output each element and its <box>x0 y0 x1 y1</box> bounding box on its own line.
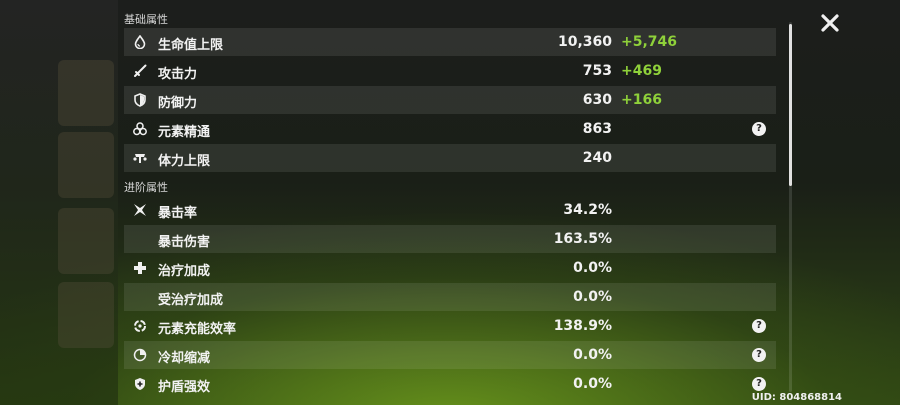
help-icon[interactable]: ? <box>752 377 766 391</box>
stat-value: 0.0% <box>573 260 612 276</box>
stat-value: 630 <box>582 92 612 108</box>
close-button[interactable] <box>815 8 845 38</box>
stat-value: 240 <box>582 150 612 166</box>
close-icon <box>821 14 839 32</box>
help-icon[interactable]: ? <box>752 319 766 333</box>
stat-label: 防御力 <box>158 96 198 111</box>
stat-row-healing: 治疗加成 0.0% <box>124 254 776 282</box>
stat-label: 元素充能效率 <box>158 322 237 337</box>
character-portrait[interactable] <box>58 60 114 126</box>
stat-row-energy-recharge: 元素充能效率 138.9% ? <box>124 312 776 340</box>
hp-drop-icon <box>132 34 148 50</box>
scrollbar-track[interactable] <box>789 22 792 392</box>
stat-label: 生命值上限 <box>158 38 224 53</box>
stat-label: 冷却缩减 <box>158 351 211 366</box>
stat-row-stamina: 体力上限 240 <box>124 144 776 172</box>
stat-label: 元素精通 <box>158 125 211 140</box>
stat-label: 暴击伤害 <box>158 235 211 250</box>
energy-recharge-icon <box>132 318 148 334</box>
stat-label: 攻击力 <box>158 67 198 82</box>
stat-value: 34.2% <box>563 202 612 218</box>
section-header-advanced: 进阶属性 <box>124 181 168 194</box>
stat-label: 体力上限 <box>158 154 211 169</box>
stamina-icon <box>132 150 148 166</box>
stat-bonus: +469 <box>621 63 662 79</box>
stat-label: 受治疗加成 <box>158 293 224 308</box>
stat-row-hp: 生命值上限 10,360 +5,746 <box>124 28 776 56</box>
section-header-basic: 基础属性 <box>124 13 168 26</box>
stat-value: 863 <box>582 121 612 137</box>
cooldown-icon <box>132 347 148 363</box>
scrollbar-thumb[interactable] <box>789 24 792 186</box>
stat-bonus: +166 <box>621 92 662 108</box>
character-portrait[interactable] <box>58 208 114 274</box>
character-list <box>0 0 118 405</box>
stat-row-def: 防御力 630 +166 <box>124 86 776 114</box>
stat-row-cd-reduction: 冷却缩减 0.0% ? <box>124 341 776 369</box>
stat-label: 暴击率 <box>158 206 198 221</box>
stat-label: 治疗加成 <box>158 264 211 279</box>
shield-strength-icon <box>132 376 148 392</box>
uid-label: UID: 804868814 <box>751 392 842 403</box>
stat-value: 0.0% <box>573 376 612 392</box>
help-icon[interactable]: ? <box>752 122 766 136</box>
stat-value: 163.5% <box>553 231 612 247</box>
stat-row-shield-strength: 护盾强效 0.0% ? <box>124 370 776 398</box>
stat-row-crit-dmg: 暴击伤害 163.5% <box>124 225 776 253</box>
character-portrait[interactable] <box>58 132 114 198</box>
stat-bonus: +5,746 <box>621 34 678 50</box>
healing-cross-icon <box>132 260 148 276</box>
character-portrait[interactable] <box>58 282 114 348</box>
stat-label: 护盾强效 <box>158 380 211 395</box>
stat-row-em: 元素精通 863 ? <box>124 115 776 143</box>
stat-value: 0.0% <box>573 347 612 363</box>
stat-value: 0.0% <box>573 289 612 305</box>
stat-value: 753 <box>582 63 612 79</box>
stat-value: 10,360 <box>557 34 612 50</box>
crit-icon <box>132 202 148 218</box>
stat-row-crit-rate: 暴击率 34.2% <box>124 196 776 224</box>
stat-row-atk: 攻击力 753 +469 <box>124 57 776 85</box>
help-icon[interactable]: ? <box>752 348 766 362</box>
shield-icon <box>132 92 148 108</box>
elemental-mastery-icon <box>132 121 148 137</box>
stat-row-incoming-healing: 受治疗加成 0.0% <box>124 283 776 311</box>
sword-icon <box>132 63 148 79</box>
stat-value: 138.9% <box>553 318 612 334</box>
